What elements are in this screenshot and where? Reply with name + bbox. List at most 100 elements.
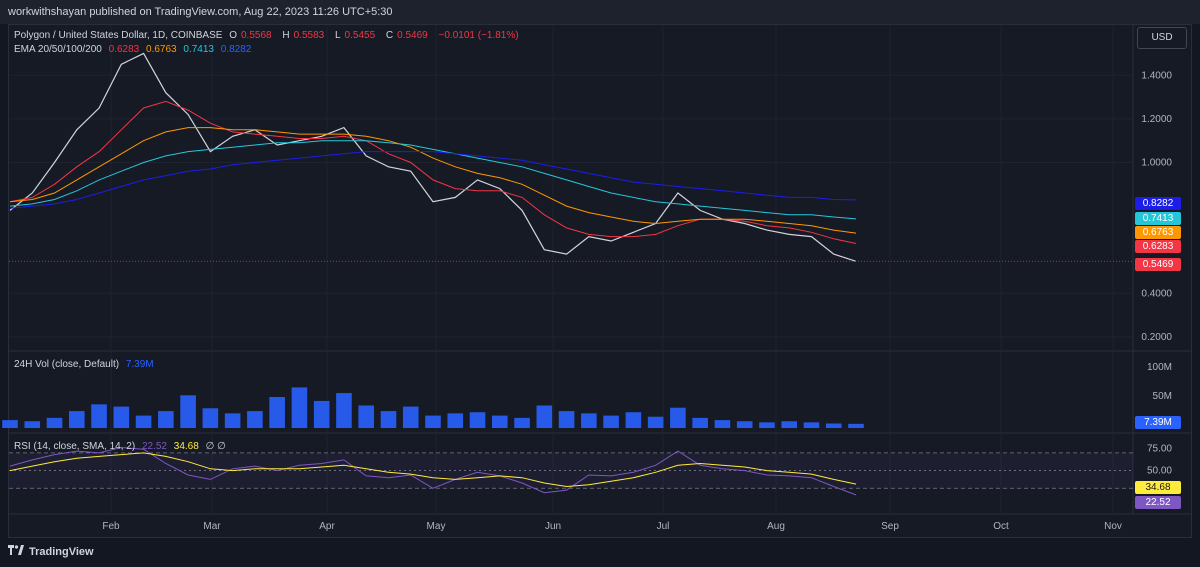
volume-bar (647, 416, 664, 428)
price-tick-label: 0.4000 (1141, 288, 1172, 299)
volume-bar (180, 395, 196, 428)
publish-header: workwithshayan published on TradingView.… (0, 0, 1200, 24)
rsi-tag: 22.52 (1135, 496, 1181, 509)
series-line-close (9, 52, 857, 262)
chart-frame (8, 24, 1192, 538)
volume-bar (558, 411, 575, 428)
volume-bar (2, 420, 18, 428)
volume-bar (247, 411, 263, 428)
series-line-ema-50 (9, 127, 857, 234)
volume-bar (581, 413, 597, 428)
ema-label[interactable]: EMA 20/50/100/200 (14, 44, 102, 55)
volume-bar (46, 417, 63, 428)
ema20-value: 0.6283 (108, 44, 140, 55)
volume-bar (825, 423, 842, 428)
published-text: workwithshayan published on TradingView.… (8, 6, 393, 18)
volume-bar (514, 417, 530, 428)
axis-labels: 1.4000 1.2000 1.0000 0.4000 0.2000 Feb Mar Apr M… (102, 70, 1172, 532)
volume-bar (848, 423, 864, 428)
volume-bar (336, 393, 352, 428)
ohlc-o: O 0.5568 (229, 30, 272, 41)
volume-bar (113, 406, 130, 428)
volume-bar (536, 405, 553, 428)
volume-bar (68, 411, 85, 428)
ema100-value: 0.7413 (183, 44, 214, 55)
ema200-value: 0.8282 (220, 44, 252, 55)
rsi-sma-line (9, 452, 857, 488)
rsi-value: 22.52 (141, 441, 167, 452)
price-tick-label: 1.2000 (1141, 114, 1172, 125)
volume-bar (781, 421, 798, 428)
footer: TradingView (8, 545, 94, 558)
volume-bar (24, 421, 41, 428)
volume-bar (625, 412, 642, 428)
price-lines (9, 52, 1133, 262)
ohlc-change: −0.0101 (−1.81%) (438, 30, 519, 41)
rsi-label[interactable]: RSI (14, close, SMA, 14, 2) (14, 441, 136, 452)
price-tick-label: 0.2000 (1141, 332, 1172, 343)
volume-tick-label: 100M (1147, 362, 1172, 373)
price-tag: 0.8282 (1135, 197, 1181, 210)
volume-bar (135, 415, 152, 428)
volume-bar (759, 422, 775, 428)
price-tag: 0.5469 (1135, 258, 1181, 271)
rsi-legend[interactable]: RSI (14, close, SMA, 14, 2) 22.52 34.68 … (14, 441, 230, 452)
price-tag: 0.7413 (1135, 212, 1181, 225)
volume-label[interactable]: 24H Vol (close, Default) (14, 359, 120, 370)
price-tick-label: 1.0000 (1141, 157, 1172, 168)
volume-tag: 7.39M (1135, 416, 1181, 429)
series-line-ema-100 (9, 140, 857, 220)
currency-button[interactable]: USD (1137, 27, 1187, 49)
rsi-sma-value: 34.68 (173, 441, 199, 452)
ema50-value: 0.6763 (146, 44, 177, 55)
volume-value: 7.39M (125, 359, 154, 370)
time-tick-label: Jun (545, 521, 561, 532)
volume-bar (736, 421, 753, 428)
time-tick-label: Oct (993, 521, 1009, 532)
time-tick-label: Sep (881, 521, 899, 532)
volume-bars (2, 387, 864, 428)
volume-bar (269, 397, 285, 428)
grid-lines (9, 25, 1133, 513)
price-tick-label: 1.4000 (1141, 70, 1172, 81)
volume-bar (692, 417, 708, 428)
volume-bar (714, 420, 731, 428)
time-tick-label: Mar (203, 521, 221, 532)
volume-bar (224, 413, 241, 428)
volume-bar (402, 406, 419, 428)
volume-bar (447, 413, 464, 428)
volume-bar (803, 422, 820, 428)
time-tick-label: Nov (1104, 521, 1122, 532)
ohlc-l: L 0.5455 (334, 30, 376, 41)
rsi-tag: 34.68 (1135, 481, 1181, 494)
volume-bar (425, 415, 441, 428)
volume-bar (313, 400, 330, 428)
tradingview-logo-icon (8, 545, 24, 558)
rsi-tick-label: 50.00 (1147, 466, 1172, 477)
time-tick-label: Apr (319, 521, 335, 532)
volume-bar (469, 412, 486, 428)
time-tick-label: Feb (102, 521, 120, 532)
volume-bar (291, 387, 308, 428)
volume-bar (603, 415, 619, 428)
series-line-ema-20 (9, 100, 857, 244)
rsi-band (9, 452, 1133, 489)
volume-bar (202, 408, 219, 428)
ema-legend[interactable]: EMA 20/50/100/200 0.6283 0.6763 0.7413 0… (14, 44, 255, 55)
rsi-extra: ∅ ∅ (205, 441, 226, 452)
time-tick-label: May (427, 521, 446, 532)
rsi-lines (9, 446, 857, 496)
volume-legend[interactable]: 24H Vol (close, Default) 7.39M (14, 359, 158, 370)
volume-bar (380, 411, 397, 428)
main-legend[interactable]: Polygon / United States Dollar, 1D, COIN… (14, 30, 523, 41)
volume-bar (91, 404, 107, 428)
volume-bar (491, 415, 508, 428)
volume-tick-label: 50M (1153, 391, 1172, 402)
volume-bar (670, 407, 686, 428)
symbol-label[interactable]: Polygon / United States Dollar, 1D, COIN… (14, 30, 223, 41)
time-tick-label: Jul (657, 521, 670, 532)
price-tag: 0.6283 (1135, 240, 1181, 253)
volume-bar (358, 405, 375, 428)
time-tick-label: Aug (767, 521, 785, 532)
